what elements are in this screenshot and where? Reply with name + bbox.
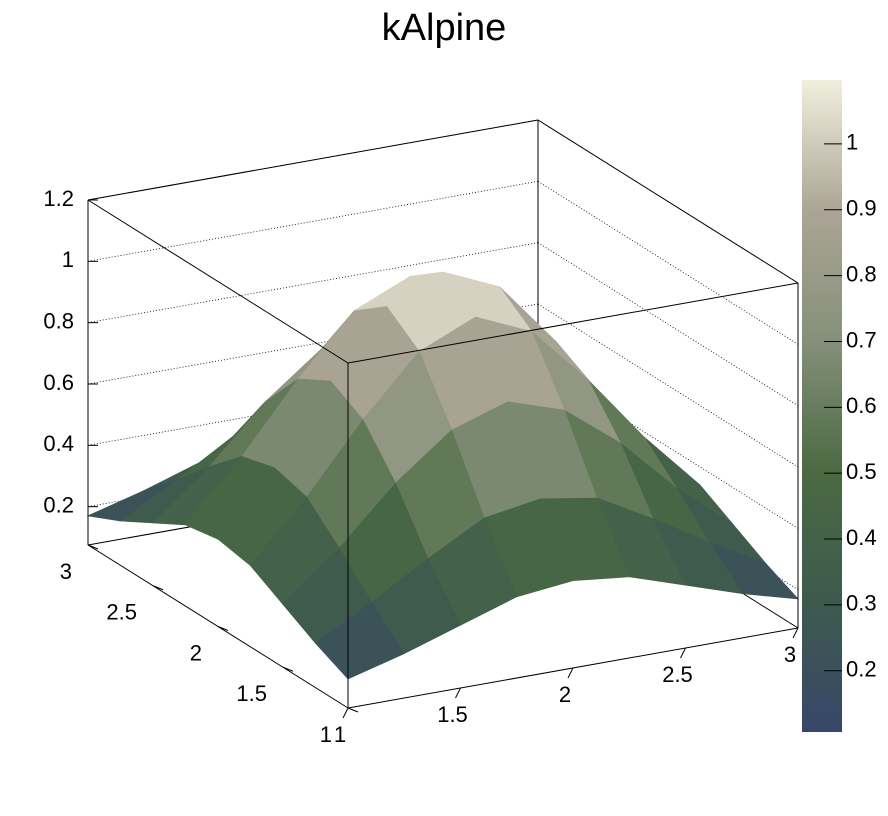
z-tick-label: 0.8 [43, 308, 74, 333]
colorbar-tick-label: 0.6 [846, 393, 877, 418]
y-tick-label: 2 [190, 640, 202, 665]
colorbar-tick-label: 0.3 [846, 591, 877, 616]
x-tick-label: 3 [784, 642, 796, 667]
colorbar-tick-label: 0.7 [846, 327, 877, 352]
y-tick [217, 626, 229, 631]
y-tick-label: 2.5 [106, 600, 137, 625]
x-tick [455, 687, 461, 699]
chart-title: kAlpine [382, 7, 507, 49]
x-tick [680, 647, 686, 659]
grid-line [537, 180, 799, 345]
grid-line [537, 242, 799, 407]
grid-line [87, 180, 539, 262]
z-tick-label: 0.4 [43, 431, 74, 456]
colorbar-tick-label: 0.8 [846, 261, 877, 286]
y-tick-label: 3 [60, 559, 72, 584]
grid-line [87, 303, 539, 385]
colorbar-tick-label: 1 [846, 130, 858, 155]
colorbar-tick-label: 0.5 [846, 459, 877, 484]
y-tick-label: 1.5 [236, 681, 267, 706]
y-tick [347, 707, 359, 713]
x-tick [567, 667, 574, 679]
box-edge [87, 199, 349, 364]
y-tick-label: 1 [320, 722, 332, 747]
x-tick-label: 1 [334, 722, 346, 747]
grid-line [87, 242, 539, 324]
z-tick-label: 0.2 [43, 492, 74, 517]
surface-patch [314, 601, 405, 680]
z-tick-label: 1 [62, 247, 74, 272]
y-tick [152, 585, 164, 591]
box-edge [87, 119, 539, 201]
colorbar-tick-label: 0.4 [846, 525, 877, 550]
x-tick-label: 2 [559, 682, 571, 707]
x-tick-label: 1.5 [437, 702, 468, 727]
x-tick-label: 2.5 [662, 662, 693, 687]
y-tick [282, 666, 294, 672]
x-tick [342, 707, 349, 719]
z-tick-label: 1.2 [43, 186, 74, 211]
colorbar-tick-label: 0.2 [846, 657, 877, 682]
colorbar [802, 80, 842, 732]
x-tick [792, 627, 799, 639]
box-edge [537, 119, 799, 284]
grid-line [537, 303, 799, 468]
z-tick-label: 0.6 [43, 370, 74, 395]
colorbar-tick-label: 0.9 [846, 196, 877, 221]
box-edge [347, 282, 799, 364]
y-tick [87, 544, 99, 550]
